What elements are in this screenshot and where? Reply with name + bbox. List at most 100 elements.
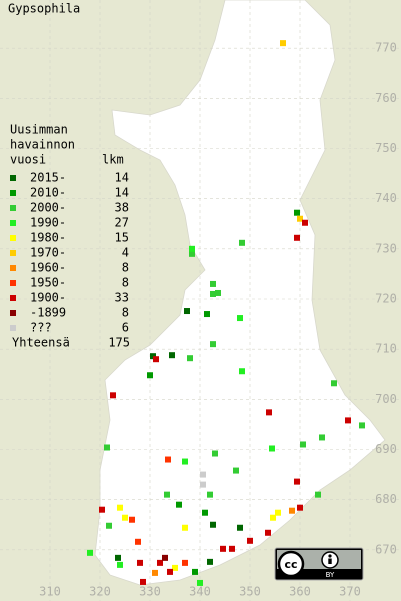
legend-swatch [10, 235, 16, 241]
legend-count: 4 [122, 246, 129, 260]
occurrence [150, 353, 156, 360]
legend-count: 8 [122, 261, 129, 275]
legend-count: 38 [115, 201, 129, 215]
x-tick-label: 340 [189, 585, 211, 599]
points [87, 40, 365, 586]
legend-count: 15 [115, 231, 129, 245]
occurrence [202, 509, 208, 516]
legend-swatch [10, 175, 16, 181]
occurrence [345, 417, 351, 424]
x-tick-label: 320 [89, 585, 111, 599]
occurrence [106, 522, 112, 529]
license-badge: cc BY [274, 547, 364, 581]
y-tick-label: 690 [375, 442, 397, 456]
occurrence [189, 250, 195, 257]
legend-label: 1980- [30, 231, 66, 245]
occurrence [135, 538, 141, 545]
occurrence [300, 441, 306, 448]
legend-label: 1970- [30, 246, 66, 260]
legend-count: 27 [115, 216, 129, 230]
legend-label: ??? [30, 321, 52, 335]
occurrence [184, 308, 190, 315]
occurrence [182, 458, 188, 465]
occurrence [176, 501, 182, 508]
occurrence [117, 504, 123, 511]
occurrence [266, 409, 272, 416]
occurrence [210, 341, 216, 348]
x-tick-label: 330 [139, 585, 161, 599]
occurrence [204, 311, 210, 318]
legend-label: 2015- [30, 171, 66, 185]
legend-count: 8 [122, 306, 129, 320]
occurrence [210, 280, 216, 287]
occurrence [297, 215, 303, 222]
occurrence [172, 564, 178, 571]
legend-swatch [10, 250, 16, 256]
occurrence [215, 289, 221, 296]
y-tick-label: 710 [375, 342, 397, 356]
legend-label: 1950- [30, 276, 66, 290]
occurrence [117, 561, 123, 568]
title: Gypsophila [8, 2, 80, 16]
occurrence [153, 356, 159, 363]
x-tick-label: 360 [289, 585, 311, 599]
legend-count: 8 [122, 276, 129, 290]
y-tick-label: 770 [375, 41, 397, 55]
occurrence [237, 524, 243, 531]
by-icon-head [328, 554, 332, 558]
occurrence [157, 559, 163, 566]
occurrence [302, 219, 308, 226]
occurrence [270, 514, 276, 521]
legend-label: 2010- [30, 186, 66, 200]
occurrence [167, 568, 173, 575]
x-tick-label: 370 [339, 585, 361, 599]
y-tick-label: 740 [375, 191, 397, 205]
legend-count: 14 [115, 186, 129, 200]
occurrence [229, 545, 235, 552]
occurrence [275, 509, 281, 516]
occurrence [192, 568, 198, 575]
occurrence [280, 40, 286, 47]
occurrence [182, 559, 188, 566]
occurrence [247, 537, 253, 544]
occurrence [200, 481, 206, 488]
legend-label: 2000- [30, 201, 66, 215]
occurrence [319, 434, 325, 441]
occurrence [162, 554, 168, 561]
occurrence [122, 514, 128, 521]
y-tick-label: 700 [375, 392, 397, 406]
legend-count: 14 [115, 171, 129, 185]
occurrence [359, 422, 365, 429]
occurrence [115, 554, 121, 561]
legend-count: 6 [122, 321, 129, 335]
x-tick-label: 350 [239, 585, 261, 599]
occurrence [289, 507, 295, 514]
legend-swatch [10, 220, 16, 226]
occurrence [210, 521, 216, 528]
legend-swatch [10, 265, 16, 271]
occurrence [237, 315, 243, 322]
by-icon-body [328, 558, 332, 564]
legend-label: 1990- [30, 216, 66, 230]
legend-label: -1899 [30, 306, 66, 320]
occurrence [187, 355, 193, 362]
occurrence [207, 558, 213, 565]
legend-swatch [10, 190, 16, 196]
legend-swatch [10, 325, 16, 331]
x-tick-label: 310 [39, 585, 61, 599]
cc-text: cc [284, 558, 297, 571]
occurrence [189, 245, 195, 252]
occurrence [212, 450, 218, 457]
total-label: Yhteensä [12, 336, 70, 350]
y-tick-label: 680 [375, 492, 397, 506]
legend-label: 1960- [30, 261, 66, 275]
legend-title: havainnon [10, 138, 75, 152]
occurrence [331, 380, 337, 387]
occurrence [110, 392, 116, 399]
occurrence [129, 516, 135, 523]
occurrence [169, 352, 175, 359]
occurrence [315, 491, 321, 498]
occurrence [99, 506, 105, 513]
by-text: BY [326, 571, 335, 579]
